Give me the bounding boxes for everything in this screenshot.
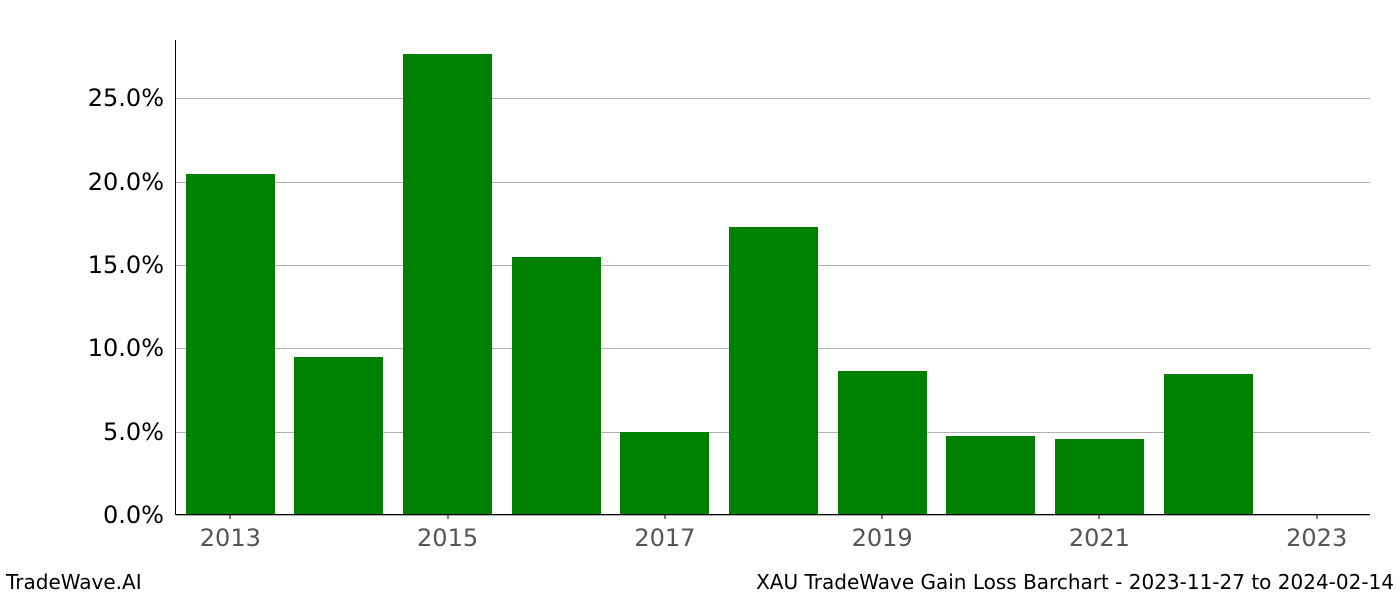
brand-label: TradeWave.AI xyxy=(6,570,142,594)
x-tick-label: 2019 xyxy=(852,514,913,552)
y-tick-label: 25.0% xyxy=(88,84,176,112)
x-tick-label: 2021 xyxy=(1069,514,1130,552)
bar xyxy=(729,227,818,514)
y-tick-label: 15.0% xyxy=(88,251,176,279)
y-tick-label: 20.0% xyxy=(88,168,176,196)
chart-caption: XAU TradeWave Gain Loss Barchart - 2023-… xyxy=(756,570,1394,594)
bar xyxy=(838,371,927,514)
bar xyxy=(403,54,492,514)
bar xyxy=(186,174,275,514)
bar xyxy=(294,357,383,514)
y-tick-label: 0.0% xyxy=(103,501,176,529)
y-gridline xyxy=(176,182,1370,183)
bar xyxy=(946,436,1035,514)
chart-container: 0.0% 5.0% 10.0% 15.0% 20.0% 25.0% 2013 2015 2017… xyxy=(0,0,1400,600)
y-gridline xyxy=(176,515,1370,516)
plot-area: 0.0%5.0%10.0%15.0%20.0%25.0%201320152017… xyxy=(175,40,1370,515)
bar xyxy=(512,257,601,514)
x-tick-label: 2015 xyxy=(417,514,478,552)
bar xyxy=(1164,374,1253,514)
x-tick-label: 2023 xyxy=(1286,514,1347,552)
bar xyxy=(620,432,709,514)
y-tick-label: 10.0% xyxy=(88,334,176,362)
x-tick-label: 2013 xyxy=(200,514,261,552)
bar xyxy=(1055,439,1144,514)
y-tick-label: 5.0% xyxy=(103,418,176,446)
x-tick-label: 2017 xyxy=(634,514,695,552)
y-gridline xyxy=(176,98,1370,99)
